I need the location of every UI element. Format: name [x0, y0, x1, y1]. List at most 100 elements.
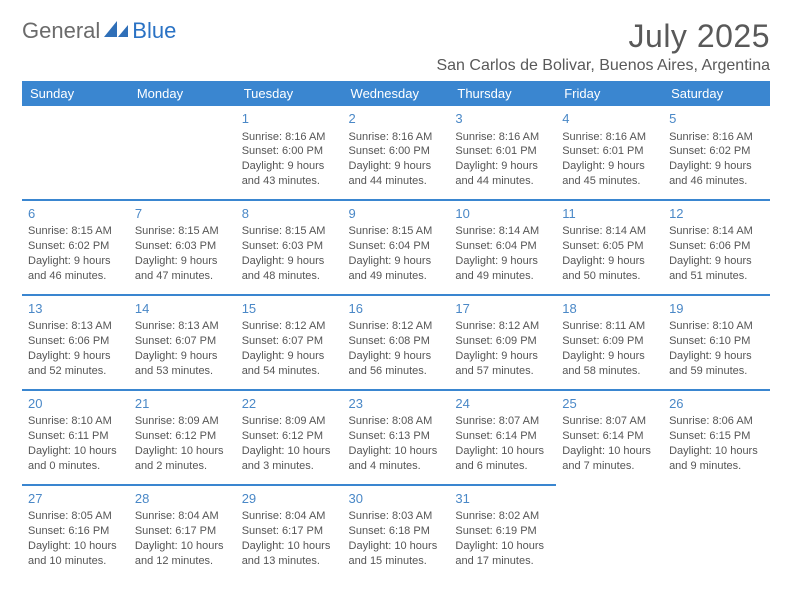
cell-text: Sunrise: 8:16 AM: [242, 130, 337, 145]
weekday-header: Sunday: [22, 81, 129, 106]
calendar-head: SundayMondayTuesdayWednesdayThursdayFrid…: [22, 81, 770, 106]
day-number: 5: [669, 110, 764, 128]
cell-text: Daylight: 9 hours: [349, 159, 444, 174]
cell-text: Sunrise: 8:14 AM: [455, 224, 550, 239]
cell-text: Daylight: 9 hours: [242, 254, 337, 269]
day-number: 24: [455, 395, 550, 413]
cell-text: Sunrise: 8:15 AM: [28, 224, 123, 239]
cell-text: Daylight: 9 hours: [562, 254, 657, 269]
cell-text: Sunset: 6:10 PM: [669, 334, 764, 349]
calendar-cell: 23Sunrise: 8:08 AMSunset: 6:13 PMDayligh…: [343, 390, 450, 485]
day-number: 6: [28, 205, 123, 223]
cell-text: Daylight: 10 hours: [349, 539, 444, 554]
calendar-cell: 3Sunrise: 8:16 AMSunset: 6:01 PMDaylight…: [449, 106, 556, 200]
cell-text: Sunrise: 8:15 AM: [135, 224, 230, 239]
cell-text: Sunrise: 8:14 AM: [669, 224, 764, 239]
page-title: July 2025: [436, 18, 770, 55]
day-number: 22: [242, 395, 337, 413]
title-block: July 2025 San Carlos de Bolivar, Buenos …: [436, 18, 770, 75]
calendar-cell: 8Sunrise: 8:15 AMSunset: 6:03 PMDaylight…: [236, 200, 343, 295]
cell-text: Sunrise: 8:13 AM: [135, 319, 230, 334]
calendar-cell: 17Sunrise: 8:12 AMSunset: 6:09 PMDayligh…: [449, 295, 556, 390]
cell-text: Sunrise: 8:10 AM: [669, 319, 764, 334]
cell-text: Daylight: 9 hours: [349, 254, 444, 269]
cell-text: and 49 minutes.: [349, 269, 444, 284]
cell-text: Sunset: 6:11 PM: [28, 429, 123, 444]
calendar-cell: 4Sunrise: 8:16 AMSunset: 6:01 PMDaylight…: [556, 106, 663, 200]
calendar-cell: 7Sunrise: 8:15 AMSunset: 6:03 PMDaylight…: [129, 200, 236, 295]
calendar-week: 27Sunrise: 8:05 AMSunset: 6:16 PMDayligh…: [22, 485, 770, 579]
cell-text: Sunrise: 8:06 AM: [669, 414, 764, 429]
logo-sail-icon: [104, 19, 130, 44]
cell-text: Daylight: 9 hours: [669, 254, 764, 269]
cell-text: and 44 minutes.: [455, 174, 550, 189]
calendar-cell: 11Sunrise: 8:14 AMSunset: 6:05 PMDayligh…: [556, 200, 663, 295]
cell-text: Sunrise: 8:15 AM: [242, 224, 337, 239]
calendar-cell: 1Sunrise: 8:16 AMSunset: 6:00 PMDaylight…: [236, 106, 343, 200]
day-number: 10: [455, 205, 550, 223]
calendar-cell: 21Sunrise: 8:09 AMSunset: 6:12 PMDayligh…: [129, 390, 236, 485]
cell-text: and 58 minutes.: [562, 364, 657, 379]
cell-text: Daylight: 9 hours: [28, 349, 123, 364]
cell-text: Sunrise: 8:12 AM: [349, 319, 444, 334]
location-text: San Carlos de Bolivar, Buenos Aires, Arg…: [436, 57, 770, 75]
day-number: 27: [28, 490, 123, 508]
cell-text: Sunset: 6:15 PM: [669, 429, 764, 444]
cell-text: Sunset: 6:06 PM: [669, 239, 764, 254]
cell-text: Daylight: 10 hours: [455, 539, 550, 554]
calendar-cell: 9Sunrise: 8:15 AMSunset: 6:04 PMDaylight…: [343, 200, 450, 295]
cell-text: Daylight: 9 hours: [349, 349, 444, 364]
calendar-cell: 22Sunrise: 8:09 AMSunset: 6:12 PMDayligh…: [236, 390, 343, 485]
cell-text: and 59 minutes.: [669, 364, 764, 379]
cell-text: Sunset: 6:02 PM: [669, 144, 764, 159]
cell-text: Sunrise: 8:08 AM: [349, 414, 444, 429]
cell-text: Sunset: 6:09 PM: [562, 334, 657, 349]
cell-text: Daylight: 9 hours: [562, 349, 657, 364]
cell-text: Sunrise: 8:10 AM: [28, 414, 123, 429]
day-number: 9: [349, 205, 444, 223]
cell-text: Sunrise: 8:16 AM: [669, 130, 764, 145]
weekday-header: Tuesday: [236, 81, 343, 106]
cell-text: Sunrise: 8:15 AM: [349, 224, 444, 239]
cell-text: Daylight: 10 hours: [28, 444, 123, 459]
cell-text: Sunset: 6:00 PM: [242, 144, 337, 159]
day-number: 16: [349, 300, 444, 318]
day-number: 15: [242, 300, 337, 318]
cell-text: and 49 minutes.: [455, 269, 550, 284]
cell-text: Daylight: 9 hours: [455, 349, 550, 364]
cell-text: and 52 minutes.: [28, 364, 123, 379]
cell-text: Sunset: 6:13 PM: [349, 429, 444, 444]
cell-text: and 3 minutes.: [242, 459, 337, 474]
weekday-header: Friday: [556, 81, 663, 106]
weekday-header: Thursday: [449, 81, 556, 106]
cell-text: Daylight: 9 hours: [455, 159, 550, 174]
cell-text: Daylight: 10 hours: [28, 539, 123, 554]
cell-text: Daylight: 9 hours: [242, 349, 337, 364]
calendar-week: 1Sunrise: 8:16 AMSunset: 6:00 PMDaylight…: [22, 106, 770, 200]
cell-text: and 2 minutes.: [135, 459, 230, 474]
cell-text: Daylight: 9 hours: [28, 254, 123, 269]
cell-text: Sunrise: 8:09 AM: [242, 414, 337, 429]
cell-text: Sunset: 6:02 PM: [28, 239, 123, 254]
cell-text: Sunrise: 8:02 AM: [455, 509, 550, 524]
day-number: 11: [562, 205, 657, 223]
cell-text: Daylight: 10 hours: [669, 444, 764, 459]
cell-text: Sunset: 6:04 PM: [455, 239, 550, 254]
cell-text: Daylight: 9 hours: [455, 254, 550, 269]
calendar-week: 20Sunrise: 8:10 AMSunset: 6:11 PMDayligh…: [22, 390, 770, 485]
day-number: 3: [455, 110, 550, 128]
cell-text: Sunrise: 8:14 AM: [562, 224, 657, 239]
calendar-week: 6Sunrise: 8:15 AMSunset: 6:02 PMDaylight…: [22, 200, 770, 295]
cell-text: and 7 minutes.: [562, 459, 657, 474]
cell-text: Sunrise: 8:12 AM: [455, 319, 550, 334]
cell-text: Sunrise: 8:04 AM: [135, 509, 230, 524]
cell-text: and 12 minutes.: [135, 554, 230, 569]
calendar-cell: 14Sunrise: 8:13 AMSunset: 6:07 PMDayligh…: [129, 295, 236, 390]
day-number: 14: [135, 300, 230, 318]
cell-text: Daylight: 10 hours: [135, 539, 230, 554]
calendar-cell: 30Sunrise: 8:03 AMSunset: 6:18 PMDayligh…: [343, 485, 450, 579]
cell-text: Daylight: 10 hours: [349, 444, 444, 459]
cell-text: Sunset: 6:03 PM: [135, 239, 230, 254]
day-number: 23: [349, 395, 444, 413]
cell-text: Sunset: 6:14 PM: [455, 429, 550, 444]
